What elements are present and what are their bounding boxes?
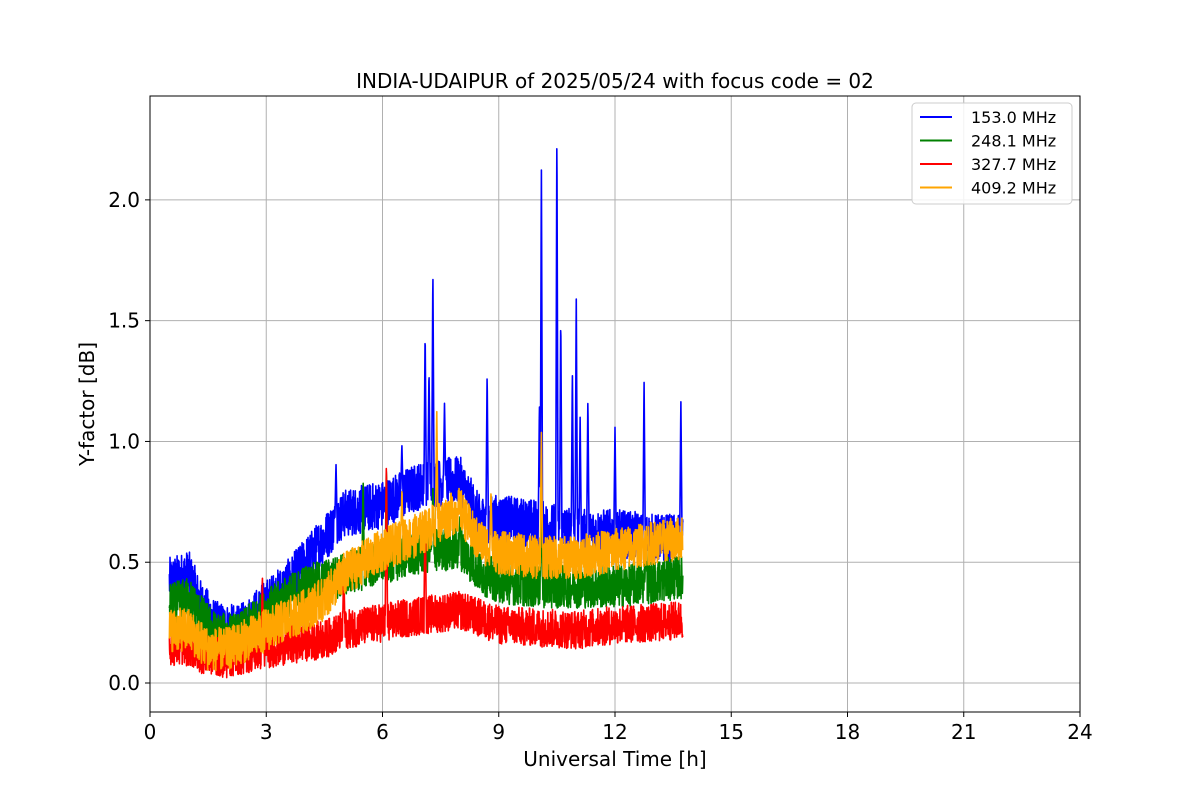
legend: 153.0 MHz 248.1 MHz 327.7 MHz 409.2 MHz <box>911 102 1073 205</box>
y-axis: 0.0 0.5 1.0 1.5 2.0 <box>108 188 150 695</box>
chart-title: INDIA-UDAIPUR of 2025/05/24 with focus c… <box>356 69 874 93</box>
series-line-1 <box>168 148 684 655</box>
x-axis: 0 3 6 9 12 15 18 21 24 <box>144 712 1093 744</box>
x-tick-label: 9 <box>492 720 505 744</box>
y-tick-label: 2.0 <box>108 188 140 212</box>
legend-label: 409.2 MHz <box>971 179 1056 198</box>
y-axis-label: Y-factor [dB] <box>75 342 99 467</box>
x-tick-label: 24 <box>1067 720 1092 744</box>
y-tick-label: 0.0 <box>108 671 140 695</box>
series-layer <box>168 148 684 679</box>
x-axis-label: Universal Time [h] <box>523 747 706 771</box>
x-tick-label: 18 <box>835 720 860 744</box>
series-line-4 <box>168 410 684 672</box>
legend-label: 327.7 MHz <box>971 155 1056 174</box>
y-tick-label: 1.0 <box>108 429 140 453</box>
y-tick-label: 1.5 <box>108 309 140 333</box>
legend-label: 248.1 MHz <box>971 132 1056 151</box>
x-tick-label: 3 <box>260 720 273 744</box>
x-tick-label: 6 <box>376 720 389 744</box>
x-tick-label: 15 <box>719 720 744 744</box>
x-tick-label: 21 <box>951 720 976 744</box>
x-tick-label: 0 <box>144 720 157 744</box>
legend-label: 153.0 MHz <box>971 108 1056 127</box>
y-tick-label: 0.5 <box>108 550 140 574</box>
legend-box <box>911 102 1073 205</box>
x-tick-label: 12 <box>602 720 627 744</box>
